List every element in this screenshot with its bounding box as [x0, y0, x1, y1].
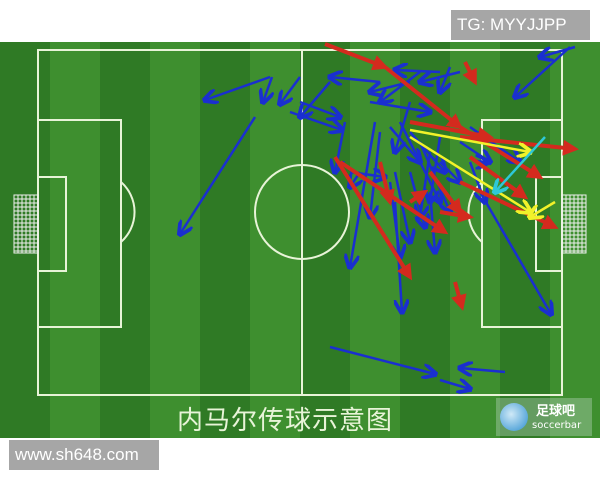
left-goal-net [13, 194, 39, 254]
pass-arrow-blue [515, 46, 571, 97]
pass-arrow-blue [280, 76, 302, 104]
pass-arrow-blue [440, 66, 450, 92]
pitch-stripe [250, 42, 300, 438]
pass-arrow-blue [350, 121, 377, 267]
pass-arrow-blue [430, 136, 442, 202]
pass-arrow-blue [420, 151, 432, 217]
pass-arrow-blue [439, 380, 470, 389]
pass-arrow-yellow [530, 200, 556, 217]
pitch-stripe [550, 42, 600, 438]
pass-arrow-red [439, 207, 474, 223]
pitch-stripe [450, 42, 500, 438]
diagram-title: 内马尔传球示意图 [176, 406, 393, 436]
pass-arrow-blue [299, 100, 340, 117]
goal-nets [13, 194, 587, 254]
pass-arrow-blue [439, 161, 460, 182]
pass-arrow-red [462, 61, 477, 86]
pass-arrow-blue [395, 70, 441, 72]
watermark-top-right: TG: MYYJJPP [451, 10, 590, 40]
pass-arrow-blue [395, 101, 412, 152]
pass-arrow-blue [460, 368, 506, 372]
pitch-stripe [50, 42, 100, 438]
pass-arrow-blue [263, 76, 272, 102]
pass-arrow-blue [330, 77, 381, 82]
pass-arrow-red [408, 189, 429, 206]
pass-arrow-blue [300, 81, 331, 117]
pass-arrow-yellow [409, 135, 530, 212]
left-penalty-arc [120, 181, 136, 243]
center-circle [254, 164, 350, 260]
pass-arrow-blue [180, 116, 257, 234]
pass-arrow-blue [380, 71, 421, 102]
pass-arrow-blue [420, 70, 461, 82]
pass-arrow-red [409, 120, 494, 143]
pass-arrow-blue [205, 75, 271, 100]
passes [180, 42, 579, 389]
pass-arrow-blue [409, 131, 445, 172]
pass-arrow-red [468, 155, 529, 200]
pass-map-pitch [0, 42, 600, 438]
pitch-stripe [350, 42, 400, 438]
pass-arrow-blue [289, 110, 342, 130]
logo-ball-icon [500, 403, 528, 431]
logo-cn: 足球吧 [536, 404, 576, 419]
pitch-stripe [150, 42, 200, 438]
pass-arrow-red [333, 155, 413, 281]
right-goal-net [561, 194, 587, 254]
soccerbar-logo: 足球吧 soccerbar [496, 398, 592, 436]
pass-arrow-blue [478, 191, 551, 314]
pass-arrow-cyan [495, 136, 546, 192]
pass-arrow-red [428, 170, 463, 216]
pass-arrow-red [378, 161, 395, 206]
pass-arrow-red [451, 281, 467, 311]
pass-arrow-blue [329, 345, 435, 374]
pass-arrow-red [324, 42, 389, 71]
pitch-stripes [0, 42, 600, 438]
pass-arrow-yellow [409, 128, 530, 152]
watermark-bottom-left: www.sh648.com [9, 440, 159, 470]
pass-arrow-blue [393, 171, 410, 242]
pass-arrow-blue [369, 100, 430, 112]
logo-en: soccerbar [532, 420, 582, 431]
pass-arrow-red [383, 65, 464, 130]
